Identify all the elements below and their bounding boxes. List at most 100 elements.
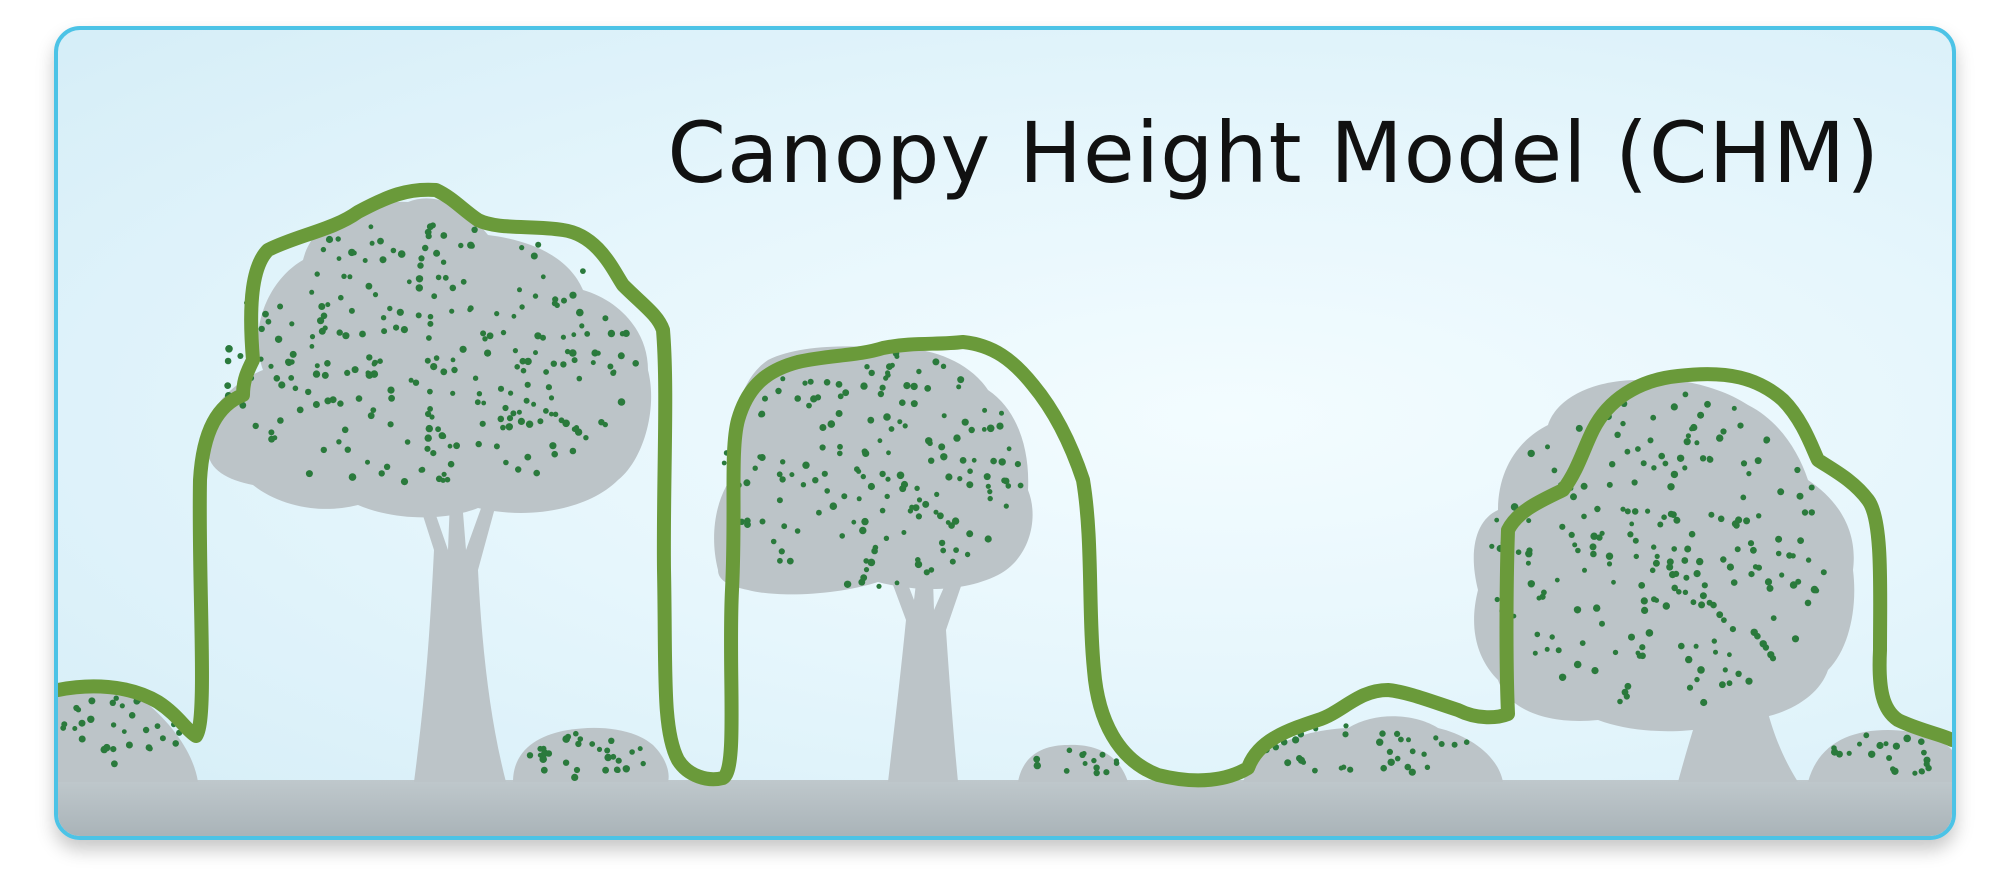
leaf-dot bbox=[1635, 446, 1641, 452]
leaf-dot bbox=[336, 439, 342, 445]
leaf-dot bbox=[743, 479, 751, 487]
chm-profile-line bbox=[58, 182, 1952, 788]
leaf-dot bbox=[429, 414, 435, 420]
leaf-dot bbox=[322, 325, 328, 331]
leaf-dot bbox=[1006, 446, 1012, 452]
leaf-dot bbox=[1091, 757, 1097, 764]
leaf-dot bbox=[224, 382, 232, 389]
leaf-dot bbox=[894, 580, 900, 586]
leaf-dot bbox=[868, 369, 875, 377]
leaf-dot bbox=[885, 476, 891, 482]
leaf-dot bbox=[433, 355, 440, 361]
leaf-dot bbox=[1641, 606, 1649, 615]
leaf-dot bbox=[1682, 391, 1689, 398]
leaf-dot bbox=[497, 385, 505, 392]
leaf-dot bbox=[910, 382, 918, 391]
leaf-dot bbox=[971, 457, 977, 463]
leaf-dot bbox=[268, 429, 275, 436]
leaf-dot bbox=[1003, 503, 1009, 509]
leaf-dot bbox=[923, 569, 930, 576]
leaf-dot bbox=[1545, 444, 1550, 450]
leaf-dot bbox=[387, 386, 395, 394]
leaf-dot bbox=[111, 760, 118, 768]
leaf-dot bbox=[61, 721, 68, 728]
leaf-dot bbox=[1804, 599, 1812, 607]
leaf-dot bbox=[1721, 617, 1727, 623]
leaf-dot bbox=[262, 310, 269, 318]
leaf-dot bbox=[517, 417, 525, 425]
leaf-dot bbox=[1343, 723, 1349, 729]
leaf-dot bbox=[1912, 770, 1918, 776]
leaf-dot bbox=[1683, 574, 1690, 581]
leaf-dot bbox=[816, 509, 822, 516]
leaf-dot bbox=[265, 318, 272, 325]
leaf-dot bbox=[1573, 606, 1582, 614]
leaf-dot bbox=[580, 268, 586, 274]
leaf-dot bbox=[444, 476, 451, 483]
leaf-dot bbox=[999, 410, 1004, 416]
leaf-dot bbox=[1726, 563, 1734, 571]
leaf-dot bbox=[1820, 569, 1827, 576]
leaf-dot bbox=[1796, 492, 1804, 500]
leaf-dot bbox=[856, 496, 862, 502]
leaf-dot bbox=[128, 712, 136, 719]
leaf-dot bbox=[1421, 751, 1427, 757]
leaf-dot bbox=[258, 325, 265, 333]
leaf-dot bbox=[377, 358, 383, 365]
leaf-dot bbox=[1081, 751, 1087, 756]
leaf-dot bbox=[296, 406, 304, 414]
leaf-dot bbox=[883, 535, 890, 541]
leaf-dot bbox=[900, 480, 909, 489]
leaf-dot bbox=[596, 746, 603, 753]
leaf-dot bbox=[1590, 550, 1597, 558]
leaf-dot bbox=[1617, 698, 1623, 705]
leaf-dot bbox=[1789, 581, 1798, 589]
leaf-dot bbox=[896, 471, 905, 480]
leaf-dot bbox=[552, 296, 559, 303]
leaf-dot bbox=[75, 707, 82, 713]
leaf-dot bbox=[762, 395, 768, 402]
leaf-dot bbox=[571, 773, 579, 782]
leaf-dot bbox=[922, 500, 930, 508]
leaf-dot bbox=[1755, 564, 1762, 571]
leaf-dot bbox=[1631, 479, 1638, 486]
leaf-dot bbox=[424, 445, 431, 452]
leaf-dot bbox=[1639, 652, 1646, 660]
leaf-dot bbox=[305, 388, 312, 396]
leaf-dot bbox=[1676, 454, 1685, 462]
leaf-dot bbox=[447, 443, 453, 449]
leaf-dot bbox=[336, 256, 342, 261]
leaf-dot bbox=[1463, 739, 1470, 745]
leaf-dot bbox=[903, 382, 911, 390]
leaf-dot bbox=[321, 371, 329, 379]
leaf-dot bbox=[237, 353, 244, 359]
leaf-dot bbox=[1594, 505, 1601, 513]
leaf-dot bbox=[1671, 584, 1678, 592]
leaf-dot bbox=[503, 459, 509, 466]
leaf-dot bbox=[1534, 631, 1541, 638]
leaf-dot bbox=[314, 271, 320, 277]
leaf-dot bbox=[1779, 572, 1785, 578]
leaf-dot bbox=[1620, 506, 1626, 512]
leaf-dot bbox=[1515, 549, 1522, 555]
leaf-dot bbox=[268, 435, 275, 443]
leaf-dot bbox=[1731, 405, 1737, 411]
leaf-dot bbox=[154, 723, 161, 729]
leaf-dot bbox=[1740, 460, 1748, 467]
leaf-dot bbox=[1633, 553, 1640, 560]
leaf-dot bbox=[1572, 542, 1578, 548]
leaf-dot bbox=[583, 435, 589, 441]
leaf-dot bbox=[1338, 765, 1344, 771]
leaf-dot bbox=[1756, 513, 1762, 519]
leaf-dot bbox=[1404, 763, 1412, 771]
leaf-dot bbox=[562, 735, 570, 743]
leaf-dot bbox=[508, 390, 514, 396]
leaf-dot bbox=[425, 410, 432, 418]
leaf-dot bbox=[1573, 660, 1582, 669]
leaf-dot bbox=[1635, 650, 1641, 656]
leaf-dot bbox=[1658, 452, 1665, 460]
leaf-dot bbox=[1766, 584, 1774, 592]
chm-illustration bbox=[58, 182, 1952, 836]
leaf-dot bbox=[802, 380, 808, 386]
leaf-dot bbox=[1581, 513, 1587, 520]
